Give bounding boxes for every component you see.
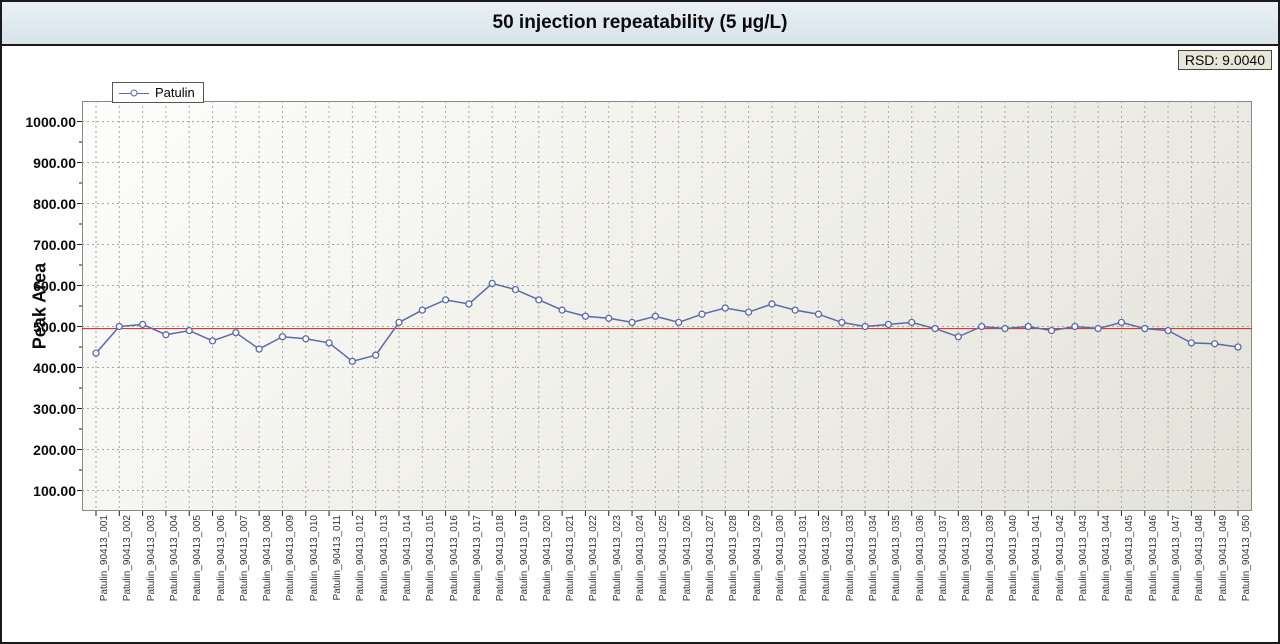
ytick-label: 400.00: [33, 360, 76, 376]
xtick-label: Patulin_90413_046: [1148, 515, 1159, 601]
xtick-label: Patulin_90413_025: [658, 515, 669, 601]
xtick-label: Patulin_90413_032: [821, 515, 832, 601]
ytick-label: 700.00: [33, 237, 76, 253]
xtick-label: Patulin_90413_045: [1124, 515, 1135, 601]
ytick-label: 200.00: [33, 442, 76, 458]
xtick-label: Patulin_90413_009: [285, 515, 296, 601]
xtick-label: Patulin_90413_004: [169, 515, 180, 601]
xtick-label: Patulin_90413_027: [705, 515, 716, 601]
xtick-label: Patulin_90413_049: [1218, 515, 1229, 601]
xtick-label: Patulin_90413_019: [519, 515, 530, 601]
xtick-label: Patulin_90413_023: [612, 515, 623, 601]
xtick-label: Patulin_90413_042: [1055, 515, 1066, 601]
xtick-label: Patulin_90413_043: [1078, 515, 1089, 601]
xtick-label: Patulin_90413_014: [402, 515, 413, 601]
legend-label: Patulin: [155, 85, 195, 100]
ytick-label: 1000.00: [25, 114, 76, 130]
xtick-label: Patulin_90413_044: [1101, 515, 1112, 601]
xtick-label: Patulin_90413_033: [845, 515, 856, 601]
ytick-label: 600.00: [33, 278, 76, 294]
xtick-label: Patulin_90413_022: [588, 515, 599, 601]
xtick-label: Patulin_90413_020: [542, 515, 553, 601]
xtick-label: Patulin_90413_036: [915, 515, 926, 601]
xtick-label: Patulin_90413_035: [891, 515, 902, 601]
xtick-label: Patulin_90413_026: [682, 515, 693, 601]
xtick-label: Patulin_90413_031: [798, 515, 809, 601]
xtick-label: Patulin_90413_005: [192, 515, 203, 601]
chart-title: 50 injection repeatability (5 µg/L): [493, 12, 788, 34]
xtick-label: Patulin_90413_007: [239, 515, 250, 601]
xtick-label: Patulin_90413_040: [1008, 515, 1019, 601]
xtick-label: Patulin_90413_038: [961, 515, 972, 601]
chart-area: RSD: 9.0040 Patulin Peak Area 100.00200.…: [2, 46, 1278, 642]
ytick-label: 900.00: [33, 155, 76, 171]
title-bar: 50 injection repeatability (5 µg/L): [2, 2, 1278, 46]
xtick-label: Patulin_90413_018: [495, 515, 506, 601]
xtick-label: Patulin_90413_010: [309, 515, 320, 601]
xtick-label: Patulin_90413_015: [425, 515, 436, 601]
legend: Patulin: [112, 82, 204, 103]
xtick-label: Patulin_90413_021: [565, 515, 576, 601]
xtick-label: Patulin_90413_047: [1171, 515, 1182, 601]
xtick-label: Patulin_90413_039: [985, 515, 996, 601]
xtick-label: Patulin_90413_029: [752, 515, 763, 601]
legend-swatch: [119, 87, 149, 99]
xtick-label: Patulin_90413_002: [122, 515, 133, 601]
plot-svg: [82, 101, 1252, 511]
ytick-label: 300.00: [33, 401, 76, 417]
chart-container: 50 injection repeatability (5 µg/L) RSD:…: [0, 0, 1280, 644]
xtick-label: Patulin_90413_030: [775, 515, 786, 601]
xtick-label: Patulin_90413_016: [449, 515, 460, 601]
rsd-badge: RSD: 9.0040: [1178, 50, 1272, 70]
xtick-label: Patulin_90413_001: [99, 515, 110, 601]
xtick-label: Patulin_90413_041: [1031, 515, 1042, 601]
ytick-label: 500.00: [33, 319, 76, 335]
xtick-label: Patulin_90413_034: [868, 515, 879, 601]
xtick-label: Patulin_90413_003: [146, 515, 157, 601]
xtick-label: Patulin_90413_012: [355, 515, 366, 601]
xtick-label: Patulin_90413_028: [728, 515, 739, 601]
xtick-label: Patulin_90413_037: [938, 515, 949, 601]
xtick-label: Patulin_90413_008: [262, 515, 273, 601]
xtick-label: Patulin_90413_024: [635, 515, 646, 601]
y-axis-label: Peak Area: [30, 263, 51, 349]
plot-wrapper: Peak Area 100.00200.00300.00400.00500.00…: [82, 101, 1252, 511]
xtick-label: Patulin_90413_013: [379, 515, 390, 601]
xtick-label: Patulin_90413_011: [332, 515, 343, 600]
ytick-label: 100.00: [33, 483, 76, 499]
xtick-label: Patulin_90413_017: [472, 515, 483, 601]
ytick-label: 800.00: [33, 196, 76, 212]
xtick-label: Patulin_90413_048: [1194, 515, 1205, 601]
xtick-label: Patulin_90413_050: [1241, 515, 1252, 601]
xtick-label: Patulin_90413_006: [216, 515, 227, 601]
